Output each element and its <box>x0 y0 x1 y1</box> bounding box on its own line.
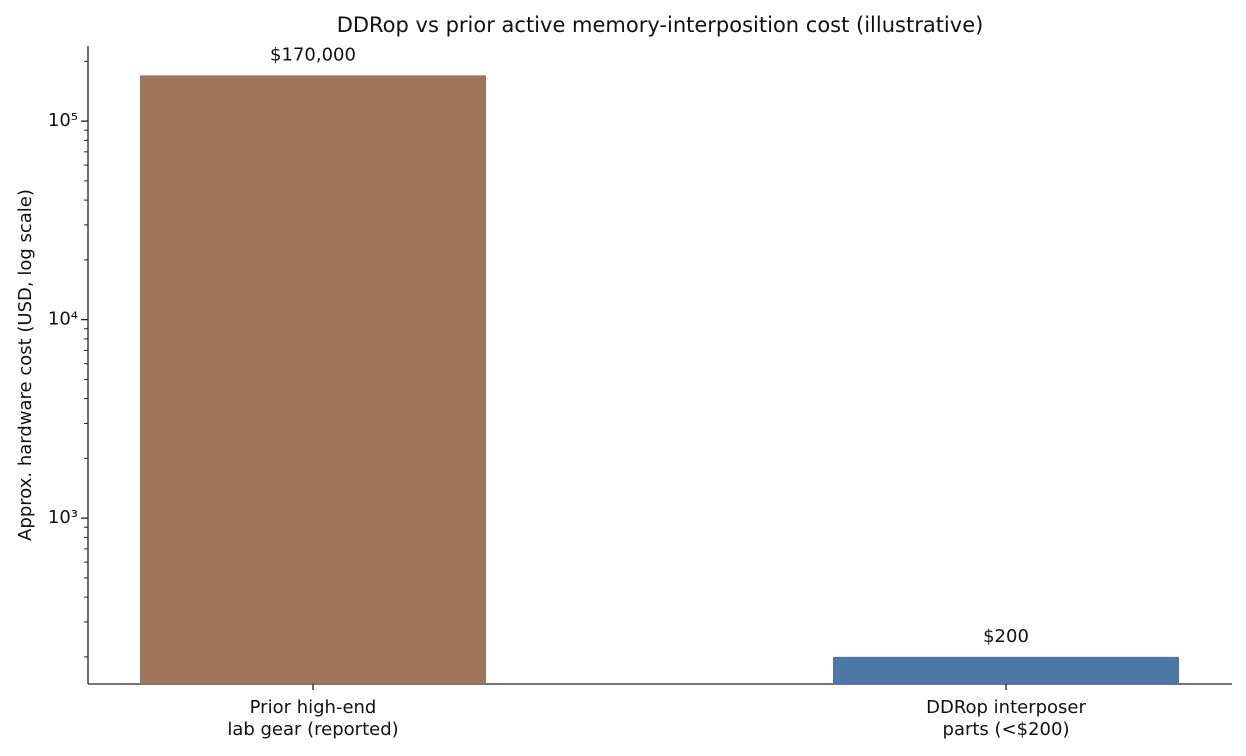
chart-title: DDRop vs prior active memory-interpositi… <box>337 13 984 37</box>
y-tick-label: 10³ <box>48 507 78 528</box>
x-tick-label: DDRop interposer parts (<$200) <box>926 697 1086 740</box>
y-tick-label: 10⁴ <box>48 309 78 330</box>
value-label: $170,000 <box>270 44 356 65</box>
bar <box>140 75 486 685</box>
y-tick-label: 10⁵ <box>48 110 78 131</box>
y-axis-label: Approx. hardware cost (USD, log scale) <box>15 189 36 541</box>
bar <box>833 656 1179 684</box>
x-tick-label: Prior high-end lab gear (reported) <box>227 697 398 740</box>
value-label: $200 <box>983 626 1029 647</box>
